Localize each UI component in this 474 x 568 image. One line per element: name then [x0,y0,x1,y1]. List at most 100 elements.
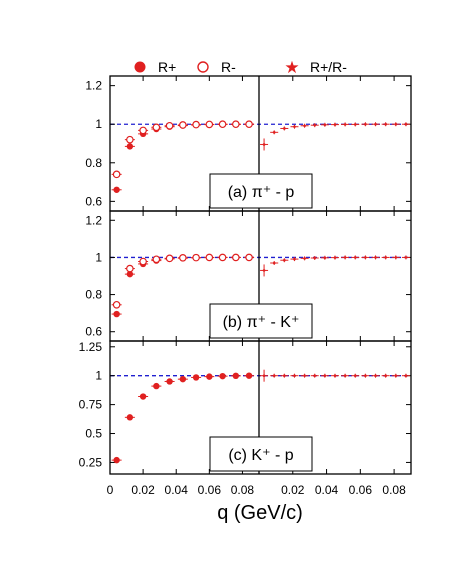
data-point-ratio [333,256,337,259]
y-tick-label: 0.6 [85,325,102,339]
y-tick-label: 0.6 [85,194,102,208]
data-point-r-plus [139,393,147,400]
panel-label-box [209,173,313,209]
x-tick-label: 0.02 [281,483,305,497]
data-point-ratio [343,374,347,377]
x-tick-label: 0.04 [315,483,339,497]
x-tick-label: 0.02 [131,483,155,497]
data-point-ratio [343,123,347,126]
data-point-ratio [374,374,377,377]
y-tick-label: 0.75 [79,398,103,412]
x-axis: 0 0.02 0.04 0.06 0.08 0.02 0.04 0.06 0.08 [107,483,406,497]
data-point-r-minus [139,126,147,135]
panel-label: (a) π⁺ - p [228,184,295,201]
data-point-ratio [262,269,266,272]
data-point-ratio [404,374,408,377]
data-point-r-minus [179,253,187,262]
y-tick-label: 1.2 [85,213,102,227]
data-point-r-minus [179,121,187,129]
data-point-ratio [394,122,398,126]
data-point-r-minus [218,120,227,129]
data-point-ratio [384,374,387,377]
data-point-r-plus [245,372,253,379]
data-point-ratio [353,256,357,259]
panel-label: (b) π⁺ - K⁺ [223,314,300,331]
panel-2: 0.25 0.5 0.75 1 1.25 (c) K⁺ - p [79,340,412,475]
data-point-ratio [283,374,286,377]
y-tick-label: 0.8 [85,156,102,170]
data-point-ratio [272,261,276,265]
y-tick-label: 1 [95,117,102,131]
legend-label-r-plus: R+ [158,59,176,75]
data-point-ratio [323,256,327,260]
data-point-ratio [374,122,377,126]
data-point-r-plus [179,375,187,383]
data-point-r-plus [232,372,240,380]
data-point-r-plus [126,270,134,278]
data-point-ratio [283,127,286,130]
data-point-ratio [333,374,337,377]
data-point-ratio [353,123,357,126]
x-tick-label: 0.04 [165,483,189,497]
panel-0: 0.6 0.8 1 1.2 (a) π⁺ - p [85,75,412,212]
y-tick-label: 0.25 [79,455,103,469]
data-point-ratio [323,374,327,377]
data-point-ratio [272,131,276,134]
y-tick-label: 0.8 [85,288,102,302]
data-point-ratio [404,256,408,259]
legend-label-r-minus: R- [221,59,236,75]
data-point-ratio [364,122,367,126]
data-point-ratio [394,256,398,259]
data-point-ratio [313,374,317,377]
data-point-r-minus [165,254,174,263]
x-tick-label: 0.06 [349,483,373,497]
y-tick-label: 0.5 [85,427,102,441]
y-tick-label: 1.25 [79,340,103,354]
data-point-r-minus [165,121,174,130]
legend-label-ratio: R+/R- [310,59,347,75]
data-point-ratio [303,374,306,377]
data-point-ratio [404,122,408,126]
x-axis-title: q (GeV/c) [217,502,303,524]
data-point-ratio [394,374,398,377]
data-point-r-minus [232,253,240,262]
x-tick-label: 0.08 [382,483,406,497]
data-point-ratio [293,257,296,261]
data-point-ratio [303,257,306,260]
data-point-r-minus [126,264,134,273]
panel-label-box [209,436,313,472]
data-point-r-minus [152,255,161,264]
x-tick-label: 0.06 [198,483,222,497]
y-tick-label: 1.2 [85,79,102,93]
data-point-r-minus [152,123,161,132]
data-point-r-plus [153,382,160,390]
data-point-ratio [303,124,306,128]
data-point-ratio [293,125,296,129]
data-point-r-minus [232,120,240,129]
y-tick-label: 1 [95,369,102,383]
star-icon: ★ [284,58,299,77]
data-point-ratio [293,374,296,377]
data-point-r-minus [192,253,200,262]
panel-label: (c) K⁺ - p [228,447,293,464]
data-point-r-minus [192,120,200,129]
data-point-r-minus [205,253,214,262]
data-point-ratio [374,256,377,259]
panels: 0.6 0.8 1 1.2 (a) π⁺ - p 0.6 0.8 1 1.2 (b) π⁺ - K… [79,75,412,475]
data-point-ratio [313,123,317,127]
data-point-ratio [364,256,367,259]
data-point-r-plus [219,372,226,380]
data-point-r-minus [139,257,147,266]
data-point-r-minus [112,300,121,309]
data-point-ratio [384,256,387,259]
legend-marker-r-minus [197,61,209,73]
data-point-r-minus [218,253,227,262]
data-point-ratio [384,122,387,126]
data-point-r-minus [126,135,134,144]
data-point-r-plus [166,378,173,385]
x-tick-label: 0.08 [231,483,255,497]
data-point-ratio [313,256,317,260]
x-tick-label: 0 [107,483,114,497]
data-point-ratio [262,143,266,146]
